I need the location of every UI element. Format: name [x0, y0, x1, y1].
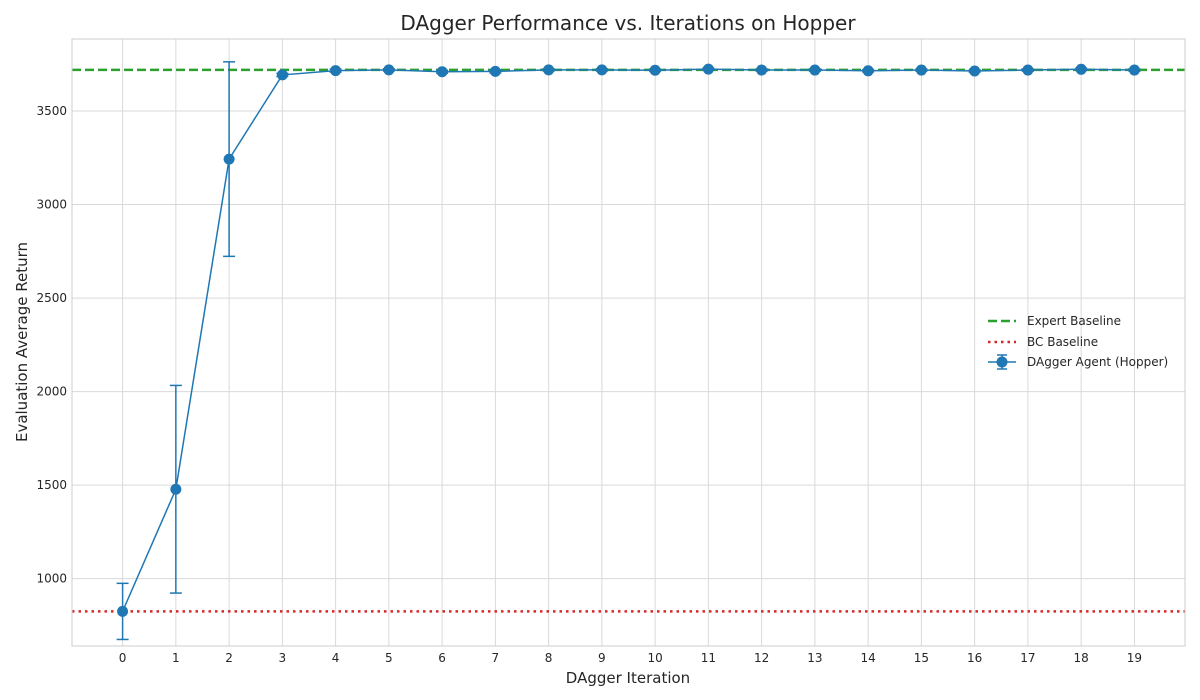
- y-axis-label: Evaluation Average Return: [13, 242, 31, 442]
- data-point: [809, 64, 821, 76]
- data-point: [756, 64, 768, 76]
- x-tick-label: 5: [385, 651, 393, 665]
- x-tick-label: 17: [1020, 651, 1035, 665]
- x-tick-label: 3: [279, 651, 287, 665]
- data-point: [862, 65, 874, 77]
- y-tick-label: 1500: [36, 478, 67, 492]
- series-line: [121, 68, 1135, 612]
- legend-expert-label: Expert Baseline: [1027, 314, 1121, 328]
- x-tick-label: 16: [967, 651, 982, 665]
- x-tick-label: 4: [332, 651, 340, 665]
- y-tick-label: 1000: [36, 572, 67, 586]
- data-point: [223, 153, 235, 165]
- x-tick-label: 6: [438, 651, 446, 665]
- x-axis-label: DAgger Iteration: [566, 669, 690, 687]
- x-tick-label: 15: [914, 651, 929, 665]
- x-tick-label: 7: [492, 651, 500, 665]
- ticks: 0 1 2 3 4 5 6 7 8 9 10 11 12 13 14 15 16 17 18 191000150020…: [36, 104, 1142, 665]
- data-point: [649, 64, 661, 76]
- data-point: [596, 64, 608, 76]
- y-tick-label: 2500: [36, 291, 67, 305]
- data-point: [702, 63, 714, 75]
- data-point: [1022, 64, 1034, 76]
- legend-bc-label: BC Baseline: [1027, 335, 1098, 349]
- x-tick-label: 9: [598, 651, 606, 665]
- data-point: [489, 65, 501, 77]
- x-tick-label: 12: [754, 651, 769, 665]
- x-tick-label: 14: [861, 651, 876, 665]
- legend-series-marker: [996, 356, 1008, 368]
- chart-title: DAgger Performance vs. Iterations on Hop…: [400, 11, 856, 35]
- y-tick-label: 2000: [36, 385, 67, 399]
- y-tick-label: 3500: [36, 104, 67, 118]
- data-point: [330, 65, 342, 77]
- x-tick-label: 1: [172, 651, 180, 665]
- x-tick-label: 13: [807, 651, 822, 665]
- x-tick-label: 18: [1074, 651, 1089, 665]
- data-point: [1128, 64, 1140, 76]
- x-tick-label: 10: [647, 651, 662, 665]
- data-point: [383, 64, 395, 76]
- x-tick-label: 2: [225, 651, 233, 665]
- data-point: [117, 605, 129, 617]
- legend: Expert Baseline BC Baseline DAgger Agent…: [988, 314, 1168, 370]
- data-point: [170, 483, 182, 495]
- x-tick-label: 0: [119, 651, 127, 665]
- y-tick-label: 3000: [36, 198, 67, 212]
- series: [116, 61, 1141, 641]
- x-tick-label: 19: [1127, 651, 1142, 665]
- data-point: [543, 64, 555, 76]
- x-tick-label: 8: [545, 651, 553, 665]
- data-point: [915, 64, 927, 76]
- data-point: [1075, 63, 1087, 75]
- plot-frame: [71, 38, 1186, 647]
- legend-series-label: DAgger Agent (Hopper): [1027, 355, 1168, 369]
- grid: [72, 39, 1185, 646]
- data-point: [436, 66, 448, 78]
- data-point: [969, 65, 981, 77]
- x-tick-label: 11: [701, 651, 716, 665]
- data-point: [276, 69, 288, 81]
